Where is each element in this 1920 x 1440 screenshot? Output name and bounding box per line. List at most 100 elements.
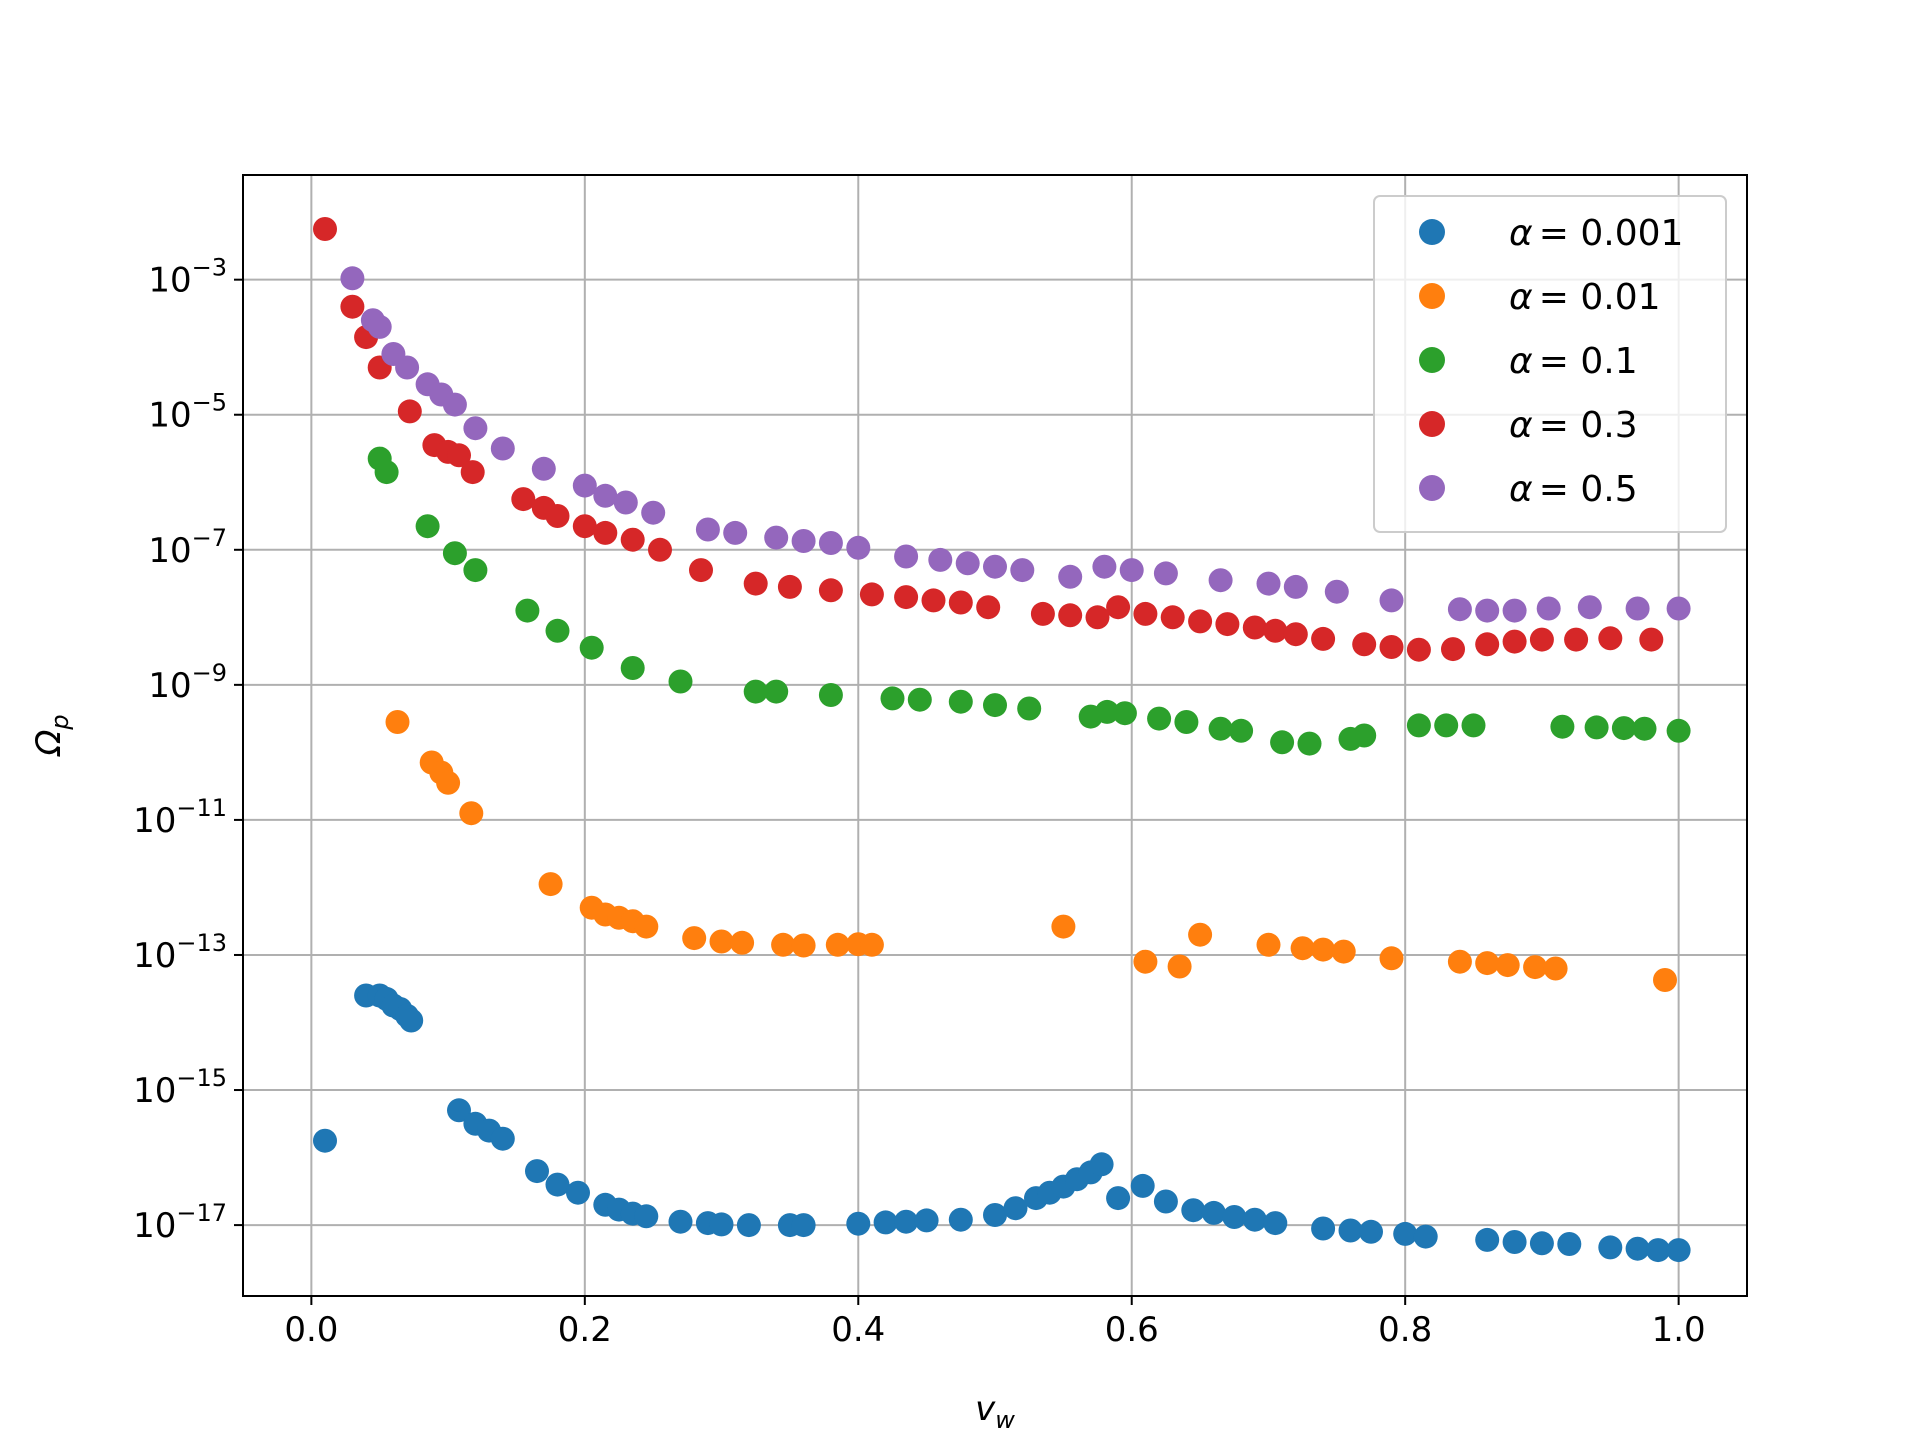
data-point — [1208, 716, 1233, 741]
data-point — [313, 217, 337, 241]
data-point — [620, 527, 645, 552]
data-point — [668, 1209, 693, 1234]
data-point — [1270, 730, 1295, 755]
x-axis-label: vw — [975, 1389, 1015, 1434]
data-point — [1256, 932, 1281, 957]
data-point — [1112, 701, 1137, 726]
data-point — [1584, 715, 1609, 740]
data-point — [1495, 953, 1520, 978]
data-point — [894, 585, 919, 610]
data-point — [983, 1203, 1007, 1227]
data-point — [1003, 1196, 1028, 1221]
data-point — [709, 929, 734, 954]
data-point — [1653, 968, 1677, 992]
data-point — [1352, 632, 1377, 657]
data-point — [340, 266, 365, 291]
data-point — [1311, 626, 1336, 651]
data-point — [1058, 603, 1083, 628]
data-point — [976, 595, 1001, 620]
legend-marker — [1419, 475, 1445, 501]
data-point — [442, 541, 467, 566]
data-point — [1577, 595, 1602, 620]
data-point — [928, 547, 953, 572]
data-point — [743, 571, 768, 596]
data-point — [736, 1213, 761, 1238]
data-point — [415, 514, 440, 539]
data-point — [1167, 954, 1192, 979]
data-point — [682, 926, 707, 951]
data-point — [1290, 936, 1315, 961]
legend: α = 0.001 α = 0.01 α = 0.1 α = 0.3 α = 0.5 — [1373, 195, 1727, 533]
data-point — [1666, 718, 1691, 743]
data-point — [1625, 1236, 1650, 1261]
data-point — [955, 551, 980, 576]
data-point — [460, 460, 485, 485]
data-point — [791, 529, 816, 553]
data-point — [442, 392, 467, 417]
data-point — [1095, 699, 1120, 724]
data-point — [572, 473, 597, 498]
x-tick-label: 0.6 — [1105, 1310, 1159, 1350]
tick-marks: 0.0 0.2 0.4 0.6 0.8 1.0 10−3 10−5 10−7 10−9 10−11 1… — [133, 254, 1706, 1350]
data-point — [1058, 564, 1083, 589]
series-3 — [367, 446, 1691, 756]
data-point — [668, 669, 693, 694]
data-point — [859, 582, 884, 607]
data-point — [459, 801, 484, 826]
data-point — [1153, 1189, 1178, 1214]
data-point — [1393, 1221, 1418, 1246]
data-point — [1598, 626, 1623, 651]
data-points — [313, 217, 1691, 1263]
legend-label: α = 0.5 — [1509, 469, 1638, 510]
legend-marker — [1419, 283, 1445, 309]
data-point — [1242, 1207, 1267, 1232]
data-point — [525, 1159, 549, 1184]
data-point — [399, 1008, 424, 1033]
y-axis-label: Ωp — [29, 714, 74, 757]
data-point — [1010, 558, 1035, 583]
series-5 — [340, 266, 1691, 623]
x-tick-label: 1.0 — [1652, 1310, 1706, 1350]
data-point — [1229, 718, 1254, 743]
data-point — [859, 932, 884, 957]
data-point — [1441, 637, 1465, 662]
data-point — [1475, 598, 1500, 623]
data-point — [1051, 914, 1076, 939]
data-point — [1106, 595, 1131, 620]
data-point — [1379, 588, 1404, 613]
data-point — [777, 574, 802, 599]
data-point — [818, 531, 843, 555]
data-point — [1263, 1211, 1288, 1236]
data-point — [894, 1209, 919, 1234]
data-point — [1283, 574, 1308, 599]
data-point — [914, 1208, 939, 1233]
data-point — [511, 487, 536, 512]
data-point — [538, 872, 563, 897]
data-point — [566, 1180, 590, 1205]
data-point — [880, 686, 905, 711]
data-point — [385, 710, 410, 734]
data-point — [1632, 716, 1657, 741]
data-point — [1188, 922, 1213, 947]
y-tick-label: 10−15 — [133, 1064, 227, 1111]
data-point — [1529, 1231, 1554, 1256]
data-point — [1502, 1230, 1527, 1254]
data-point — [1106, 1186, 1131, 1211]
legend-label: α = 0.1 — [1509, 341, 1638, 382]
data-point — [1406, 713, 1431, 738]
data-point — [515, 598, 540, 623]
data-point — [1311, 937, 1336, 962]
data-point — [1030, 601, 1055, 626]
data-point — [593, 520, 618, 545]
legend-marker — [1419, 219, 1445, 245]
data-point — [1160, 605, 1185, 630]
data-point — [1502, 629, 1527, 654]
data-point — [579, 635, 604, 660]
data-point — [1550, 714, 1575, 739]
data-point — [764, 525, 789, 550]
data-point — [1639, 627, 1664, 652]
data-point — [1263, 618, 1288, 643]
data-point — [613, 490, 638, 515]
data-point — [1256, 571, 1281, 596]
data-point — [1092, 554, 1117, 579]
